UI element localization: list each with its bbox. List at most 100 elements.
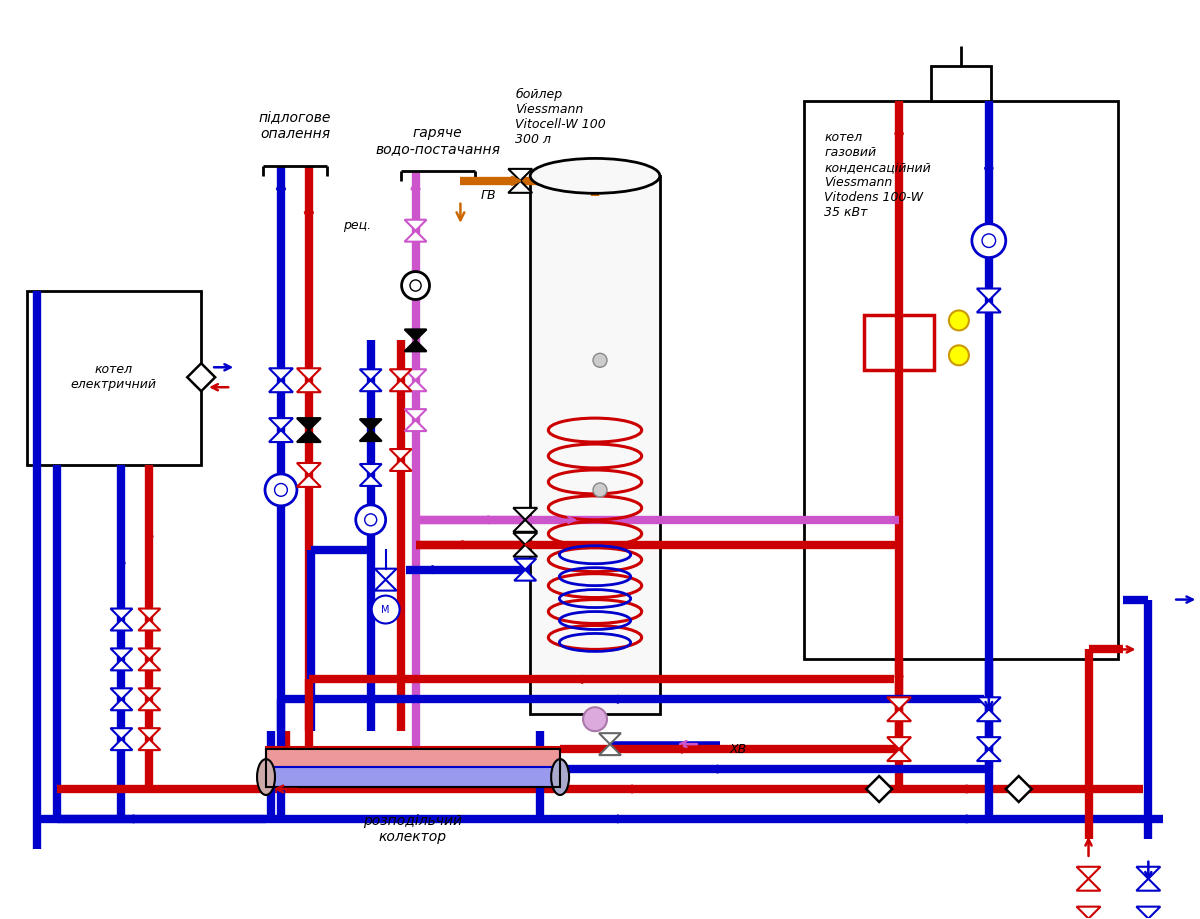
Text: ХВ: ХВ xyxy=(730,743,746,755)
Polygon shape xyxy=(296,380,320,392)
Polygon shape xyxy=(296,463,320,475)
Polygon shape xyxy=(404,420,426,431)
Bar xyxy=(864,315,934,370)
Polygon shape xyxy=(187,363,215,391)
Polygon shape xyxy=(390,460,412,471)
Text: підлогове
опалення: підлогове опалення xyxy=(259,111,331,142)
Circle shape xyxy=(275,483,287,496)
Polygon shape xyxy=(138,619,161,630)
Circle shape xyxy=(355,505,385,535)
Polygon shape xyxy=(599,733,620,744)
Circle shape xyxy=(265,474,296,505)
Polygon shape xyxy=(515,559,536,570)
Polygon shape xyxy=(977,301,1001,312)
Text: котел
електричний: котел електричний xyxy=(71,363,156,391)
Polygon shape xyxy=(977,709,1001,721)
Polygon shape xyxy=(269,418,293,430)
Text: ГВ: ГВ xyxy=(480,189,496,202)
Polygon shape xyxy=(110,699,132,710)
Polygon shape xyxy=(296,475,320,487)
Polygon shape xyxy=(110,649,132,660)
Circle shape xyxy=(583,708,607,732)
Ellipse shape xyxy=(551,759,569,795)
Text: рец.: рец. xyxy=(342,220,371,233)
Bar xyxy=(931,66,991,101)
Circle shape xyxy=(365,514,377,526)
Text: гаряче
водо-постачання: гаряче водо-постачання xyxy=(374,126,500,156)
Circle shape xyxy=(949,346,968,365)
Polygon shape xyxy=(977,698,1001,709)
Polygon shape xyxy=(404,329,426,340)
Bar xyxy=(530,176,660,714)
Polygon shape xyxy=(138,660,161,670)
Polygon shape xyxy=(404,409,426,420)
Polygon shape xyxy=(887,709,911,721)
Polygon shape xyxy=(887,737,911,749)
Polygon shape xyxy=(1136,879,1160,891)
Polygon shape xyxy=(977,749,1001,761)
Polygon shape xyxy=(138,739,161,750)
Circle shape xyxy=(593,482,607,497)
Polygon shape xyxy=(1076,907,1100,919)
Polygon shape xyxy=(1076,867,1100,879)
Polygon shape xyxy=(515,570,536,581)
Polygon shape xyxy=(360,430,382,441)
Circle shape xyxy=(402,272,430,300)
Ellipse shape xyxy=(530,158,660,193)
Polygon shape xyxy=(404,220,426,231)
Bar xyxy=(26,290,202,465)
Circle shape xyxy=(593,353,607,368)
Circle shape xyxy=(982,233,996,247)
Polygon shape xyxy=(404,340,426,351)
Polygon shape xyxy=(1136,907,1160,919)
Polygon shape xyxy=(404,231,426,242)
Polygon shape xyxy=(360,369,382,380)
Polygon shape xyxy=(269,430,293,442)
Polygon shape xyxy=(360,380,382,391)
Polygon shape xyxy=(374,580,397,591)
Polygon shape xyxy=(514,545,538,557)
Polygon shape xyxy=(296,418,320,430)
Circle shape xyxy=(972,223,1006,257)
Polygon shape xyxy=(390,380,412,391)
Bar xyxy=(266,747,560,767)
Polygon shape xyxy=(977,737,1001,749)
Bar xyxy=(804,101,1118,660)
Text: M: M xyxy=(382,605,390,615)
Bar xyxy=(266,767,560,787)
Circle shape xyxy=(372,596,400,623)
Polygon shape xyxy=(269,369,293,380)
Text: котел
газовий
конденсаційний
Viessmann
Vitodens 100-W
35 кВт: котел газовий конденсаційний Viessmann V… xyxy=(824,131,931,219)
Polygon shape xyxy=(514,533,538,545)
Polygon shape xyxy=(404,369,426,380)
Polygon shape xyxy=(138,608,161,619)
Polygon shape xyxy=(110,608,132,619)
Polygon shape xyxy=(887,749,911,761)
Polygon shape xyxy=(110,688,132,699)
Bar xyxy=(266,749,560,787)
Polygon shape xyxy=(360,475,382,486)
Polygon shape xyxy=(390,449,412,460)
Polygon shape xyxy=(1136,867,1160,879)
Ellipse shape xyxy=(257,759,275,795)
Polygon shape xyxy=(514,508,538,520)
Polygon shape xyxy=(1006,776,1032,802)
Polygon shape xyxy=(509,169,533,181)
Polygon shape xyxy=(360,464,382,475)
Text: розподільчий
колектор: розподільчий колектор xyxy=(364,814,462,844)
Polygon shape xyxy=(360,419,382,430)
Polygon shape xyxy=(599,744,620,755)
Polygon shape xyxy=(390,369,412,380)
Polygon shape xyxy=(269,380,293,392)
Text: бойлер
Viessmann
Vitocell-W 100
300 л: бойлер Viessmann Vitocell-W 100 300 л xyxy=(515,88,606,146)
Circle shape xyxy=(410,280,421,291)
Polygon shape xyxy=(296,430,320,442)
Polygon shape xyxy=(866,776,892,802)
Polygon shape xyxy=(514,520,538,532)
Polygon shape xyxy=(138,649,161,660)
Polygon shape xyxy=(374,569,397,580)
Polygon shape xyxy=(887,698,911,709)
Polygon shape xyxy=(509,181,533,193)
Polygon shape xyxy=(110,739,132,750)
Polygon shape xyxy=(138,728,161,739)
